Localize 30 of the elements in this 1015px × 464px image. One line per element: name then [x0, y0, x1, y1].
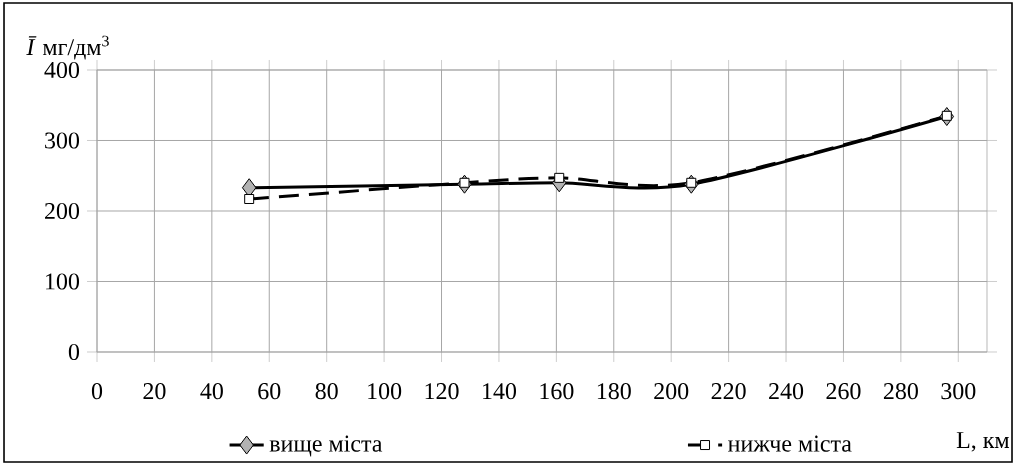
x-tick-label: 280 [883, 383, 918, 400]
point [459, 177, 470, 188]
y-tick-label: 400 [44, 61, 80, 79]
x-tick-label: 40 [200, 383, 223, 400]
y-tick-label: 200 [45, 202, 80, 220]
point [244, 194, 255, 205]
x-tick-label: 160 [540, 383, 574, 400]
y-tick-label: 0 [68, 343, 80, 361]
x-tick-label: 200 [654, 383, 689, 400]
legend-label: вище міста [269, 435, 383, 457]
x-tick-label: 120 [425, 383, 459, 400]
x-tick-label: 0 [91, 383, 103, 400]
x-axis-title: L, км [956, 432, 1010, 452]
y-tick-label: 300 [45, 132, 80, 149]
x-tick-label: 220 [711, 383, 746, 400]
legend-label: нижче міста [728, 435, 852, 452]
x-tick-label: 60 [258, 383, 281, 400]
point [941, 110, 952, 121]
x-tick-label: 100 [368, 383, 402, 400]
x-tick-label: 180 [597, 383, 631, 400]
x-tick-label: 80 [315, 383, 338, 400]
x-tick-label: 300 [941, 383, 976, 400]
y-axis-title: Ī мг/дм$^{3}$ [26, 35, 109, 60]
x-tick-label: 20 [143, 383, 166, 400]
point [686, 177, 697, 188]
x-tick-label: 260 [826, 383, 861, 400]
x-tick-label: 140 [483, 383, 517, 400]
y-tick-label: 100 [46, 273, 80, 290]
x-tick-label: 240 [769, 383, 804, 400]
point [554, 172, 565, 183]
